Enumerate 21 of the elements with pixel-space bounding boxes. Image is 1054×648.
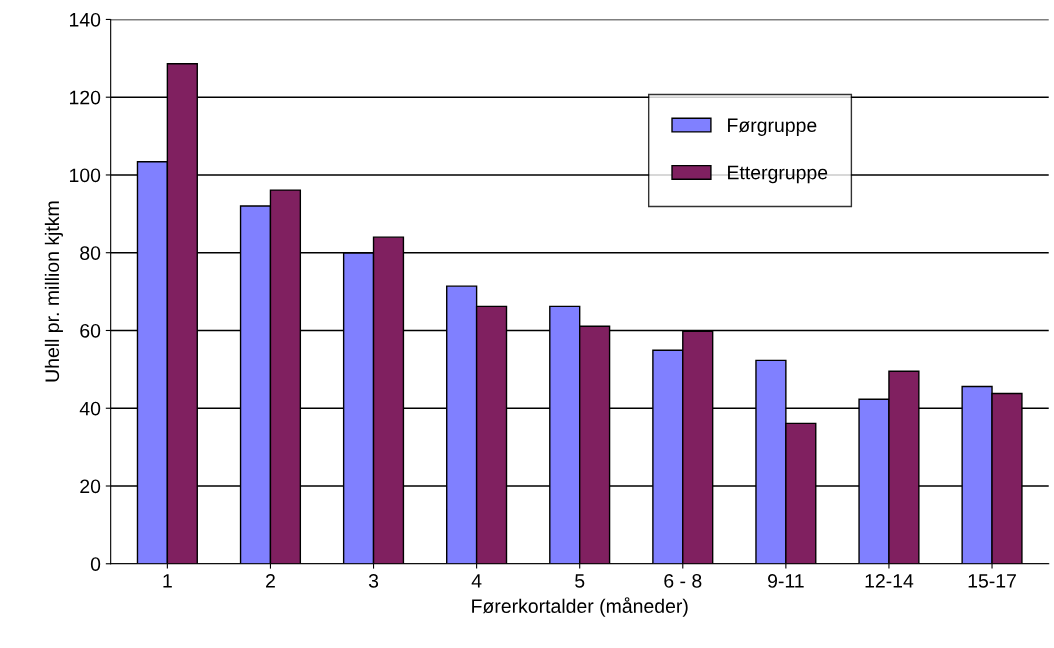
x-tick-label: 12-14 (865, 574, 914, 588)
y-tick-label: 120 (69, 90, 101, 105)
x-axis-title: Førerkortalder (måneder) (472, 597, 688, 617)
y-tick-label: 20 (80, 479, 101, 494)
x-tick-label: 5 (575, 574, 585, 588)
x-tick-label: 2 (266, 574, 275, 588)
y-tick-label: 100 (69, 168, 101, 183)
x-tick-label: 9-11 (768, 574, 804, 588)
y-tick-label: 140 (69, 12, 101, 27)
x-tick-label: 15-17 (968, 574, 1016, 588)
y-tick-label: 60 (80, 323, 101, 338)
y-tick-label: 40 (79, 401, 101, 416)
legend-label: Ettergruppe (728, 165, 828, 184)
x-tick-label: 1 (163, 574, 172, 588)
y-tick-label: 0 (90, 557, 101, 571)
x-tick-label: 4 (471, 574, 482, 588)
x-tick-label: 6 - 8 (664, 574, 702, 588)
x-tick-label: 3 (368, 574, 379, 588)
y-axis-title: Uhell pr. million kjtkm (44, 201, 63, 382)
y-tick-label: 80 (80, 246, 101, 260)
legend-label: Førgruppe (728, 118, 817, 136)
